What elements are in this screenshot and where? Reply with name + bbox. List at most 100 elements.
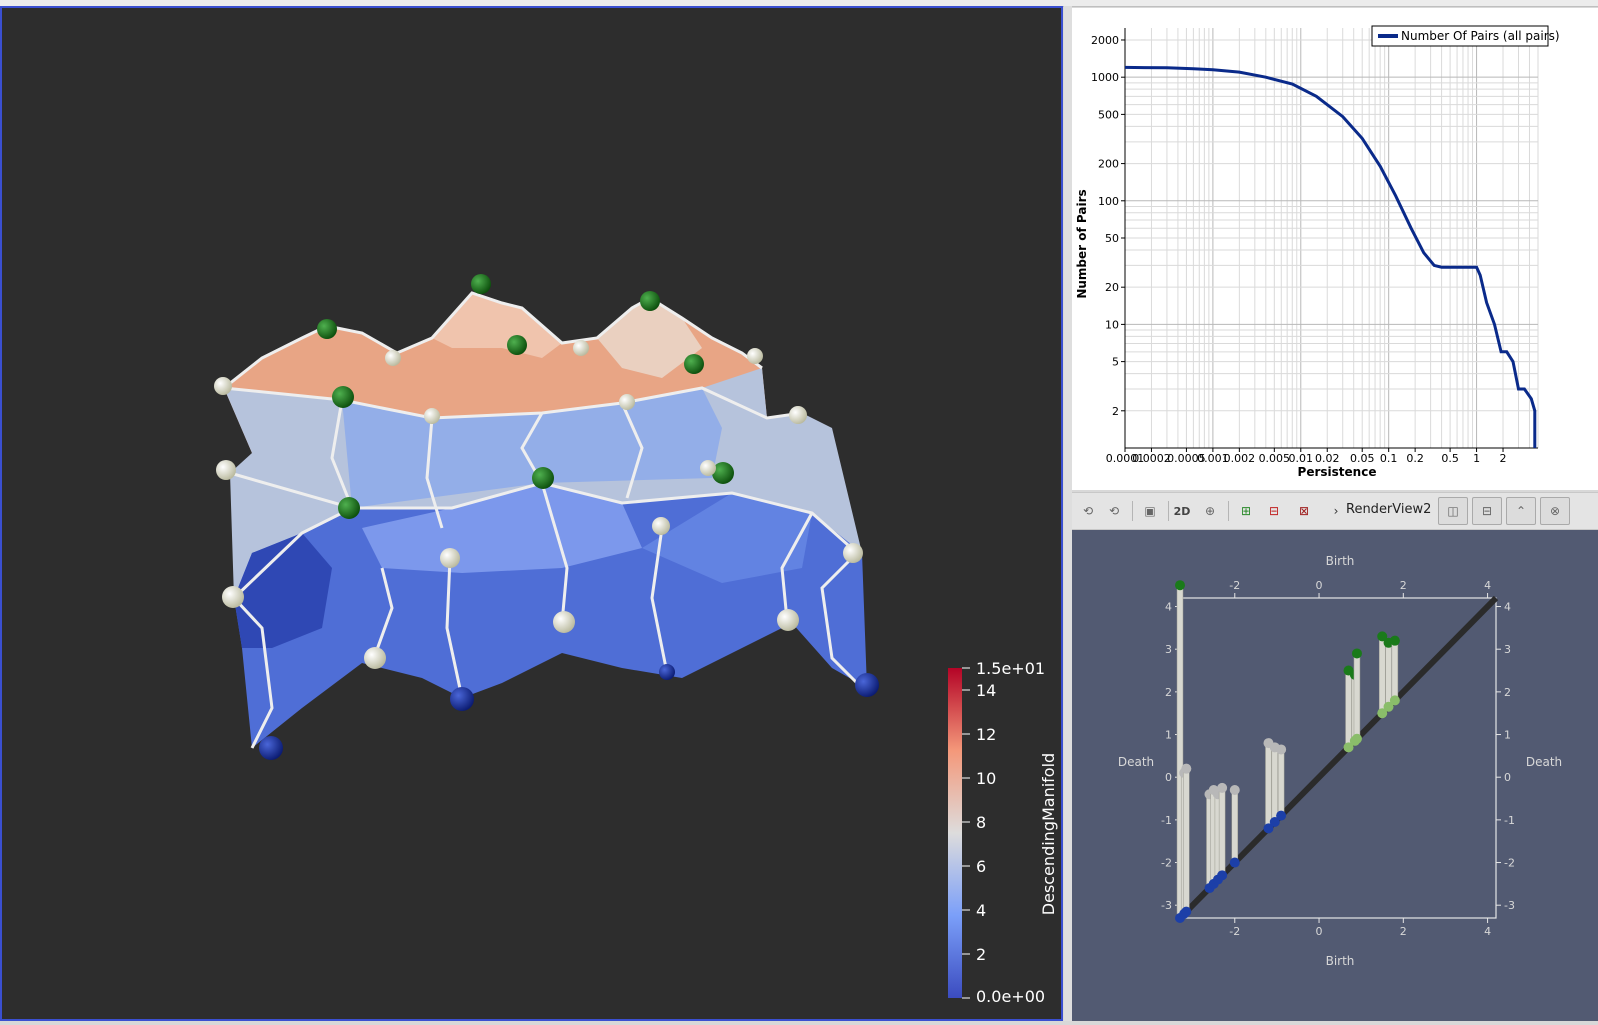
- colorbar-tick-label: 2: [976, 945, 986, 964]
- zoom-to-box-icon[interactable]: ⊕: [1204, 504, 1216, 518]
- colorbar-tick-label: 1.5e+01: [976, 659, 1045, 678]
- x-tick-label: 0.1: [1380, 452, 1398, 465]
- toolbar-separator: [1132, 501, 1133, 521]
- colorbar-tick-label: 12: [976, 725, 996, 744]
- persistence-bar: [1277, 749, 1285, 816]
- 2d-toggle-button[interactable]: 2D: [1173, 504, 1191, 518]
- colorbar-tick-label: 14: [976, 681, 996, 700]
- split-horizontal-icon[interactable]: ◫: [1438, 497, 1468, 525]
- persistence-bar: [1218, 787, 1226, 876]
- colorbar-tick-label: 4: [976, 901, 986, 920]
- tick-label: -2: [1161, 857, 1172, 870]
- x-tick-label: 1: [1473, 452, 1480, 465]
- y-tick-label: 200: [1098, 158, 1119, 171]
- birth-point: [1181, 906, 1192, 917]
- birth-point: [1389, 695, 1400, 706]
- persistence-bar: [1385, 642, 1392, 708]
- colorbar-tick-label: 8: [976, 813, 986, 832]
- persistence-bar: [1265, 742, 1272, 829]
- render-view-3d[interactable]: 1.5e+01 14 12 10 8 6 4 2 0.0e+00 Descend…: [0, 6, 1063, 1021]
- x-tick-label: 0.5: [1441, 452, 1459, 465]
- tick-label: 1: [1165, 729, 1172, 742]
- birth-point: [1229, 857, 1240, 868]
- tick-label: 2: [1400, 925, 1407, 938]
- colorbar-tick-label: 10: [976, 769, 996, 788]
- reset-camera-closest-icon[interactable]: ⟲: [1108, 504, 1120, 518]
- death-point: [1377, 631, 1388, 642]
- chevron-right-icon[interactable]: ›: [1333, 504, 1339, 518]
- tick-label: -1: [1504, 814, 1515, 827]
- tick-label: -3: [1504, 899, 1515, 912]
- death-point: [1276, 744, 1287, 755]
- x-tick-label: 0.005: [1259, 452, 1291, 465]
- tick-label: 3: [1165, 643, 1172, 656]
- series-line: [1124, 65, 1537, 448]
- persistence-diagram-view[interactable]: -2 -2 0 0 2 2 4 4 4 4 3 3 2 2 1 1 0 0 -1 -1 -2 -2 -3 -3 Birth B…: [1072, 530, 1598, 1021]
- birth-point: [1377, 708, 1388, 719]
- birth-point: [1343, 742, 1354, 753]
- x-tick-label: 0.0002: [1132, 452, 1171, 465]
- chart-series: [1124, 65, 1537, 448]
- capture-icon[interactable]: ▣: [1144, 504, 1156, 518]
- tick-label: 0: [1504, 771, 1511, 784]
- tick-label: -3: [1161, 899, 1172, 912]
- death-point: [1217, 782, 1228, 793]
- x-tick-label: 0.002: [1224, 452, 1256, 465]
- select-block-icon[interactable]: ⊠: [1298, 504, 1310, 518]
- tick-label: 2: [1400, 579, 1407, 592]
- tick-label: 0: [1316, 579, 1323, 592]
- persistence-bar: [1183, 768, 1190, 912]
- y-tick-label: 20: [1105, 281, 1119, 294]
- persistence-bar: [1353, 653, 1361, 740]
- tick-label: 4: [1484, 925, 1491, 938]
- legend-entry: Number Of Pairs (all pairs): [1401, 29, 1560, 43]
- x-tick-label: 2: [1500, 452, 1507, 465]
- render-view-toolbar: ⟲ ⟲ ▣ 2D ⊕ ⊞ ⊟ ⊠ › RenderView2 ◫ ⊟ ⌃ ⊗: [1072, 492, 1598, 530]
- birth-point: [1276, 810, 1287, 821]
- chart-grid: [1124, 28, 1539, 449]
- death-point: [1181, 763, 1192, 774]
- line-chart-view[interactable]: 2000 1000 500 200 100 50 20 10 5 2 0.0001 0.0002 0.…: [1072, 8, 1598, 490]
- x-tick-label: 0.05: [1350, 452, 1375, 465]
- x-tick-label: 0.01: [1289, 452, 1314, 465]
- y-tick-label: 2000: [1091, 34, 1119, 47]
- split-vertical-icon[interactable]: ⊟: [1472, 497, 1502, 525]
- terrain-surface: [224, 293, 867, 748]
- tick-label: 4: [1484, 579, 1491, 592]
- birth-point: [1217, 870, 1228, 881]
- y-axis-label: Number of Pairs: [1075, 189, 1089, 298]
- axis-title-top: Birth: [1326, 554, 1355, 568]
- x-tick-label: 0.02: [1315, 452, 1340, 465]
- tick-label: 0: [1316, 925, 1323, 938]
- birth-point: [1351, 733, 1362, 744]
- critical-points: [214, 274, 879, 760]
- tick-label: -2: [1229, 925, 1240, 938]
- select-points-icon[interactable]: ⊞: [1240, 504, 1252, 518]
- axis-title-bottom: Birth: [1326, 954, 1355, 968]
- x-axis-label: Persistence: [1298, 465, 1377, 479]
- persistence-bar: [1271, 747, 1279, 823]
- reset-camera-icon[interactable]: ⟲: [1082, 504, 1094, 518]
- axis-title-right: Death: [1526, 755, 1562, 769]
- diagram-box: [1177, 595, 1499, 921]
- persistence-bar: [1378, 636, 1386, 714]
- y-tick-labels: 2000 1000 500 200 100 50 20 10 5 2: [1091, 34, 1125, 418]
- close-icon[interactable]: ⊗: [1540, 497, 1570, 525]
- birth-point: [1383, 701, 1394, 712]
- birth-point: [1263, 823, 1274, 834]
- maximize-icon[interactable]: ⌃: [1506, 497, 1536, 525]
- persistence-bar: [1231, 789, 1239, 863]
- birth-point: [1269, 817, 1280, 827]
- tick-label: 2: [1165, 686, 1172, 699]
- select-cells-icon[interactable]: ⊟: [1268, 504, 1280, 518]
- y-tick-label: 500: [1098, 108, 1119, 121]
- x-tick-label: 0.001: [1197, 452, 1229, 465]
- diagonal-line: [1177, 595, 1499, 921]
- view-splitter[interactable]: [1064, 6, 1072, 1021]
- terrain-render: 1.5e+01 14 12 10 8 6 4 2 0.0e+00 Descend…: [214, 274, 1058, 1006]
- tick-label: -2: [1229, 579, 1240, 592]
- persistence-bar: [1391, 640, 1399, 701]
